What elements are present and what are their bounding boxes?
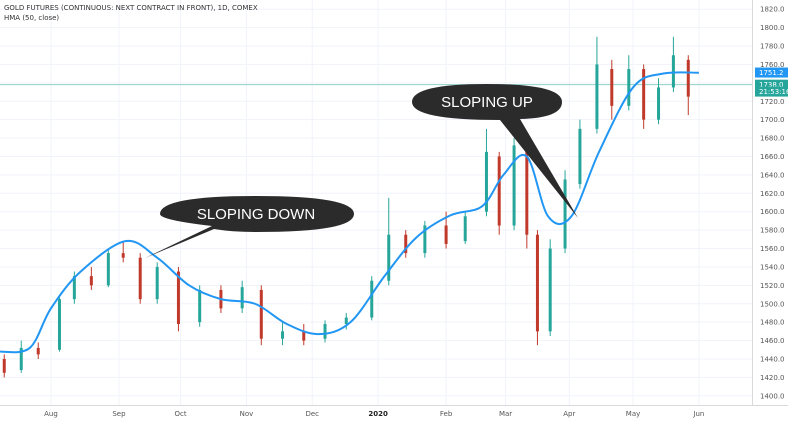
indicator-legend: HMA (50, close)	[4, 14, 60, 22]
candle-body	[302, 331, 306, 341]
candle-body	[563, 179, 567, 249]
price-label-badges: 1751.2 1738.021:53:16	[755, 67, 788, 97]
time-tick-label: Aug	[44, 410, 58, 418]
time-tick-label: Apr	[563, 410, 575, 418]
candle-body	[72, 276, 76, 300]
candle-body	[281, 331, 285, 339]
price-tick-label: 1800.0	[760, 24, 785, 32]
price-axis-divider	[752, 0, 753, 405]
price-tick-label: 1560.0	[760, 245, 785, 253]
candle-body	[512, 145, 516, 226]
candle-body	[259, 289, 263, 339]
candle-body	[444, 225, 448, 244]
candle-body	[176, 271, 180, 324]
callout-sloping-up-text: SLOPING UP	[441, 94, 533, 111]
candle-body	[578, 128, 582, 185]
price-tick-label: 1540.0	[760, 263, 785, 271]
price-badge-hma-text: 1751.2	[759, 69, 784, 77]
callout-sloping-up-bubble	[412, 84, 578, 218]
candle-body	[671, 55, 675, 88]
candle-body	[155, 266, 159, 300]
price-axis[interactable]: 1400.0 1420.0 1440.0 1460.0 1480.0 1500.0 1520…	[760, 6, 785, 401]
candle-body	[89, 276, 93, 286]
candle-body	[686, 59, 690, 97]
candle-body	[370, 280, 374, 318]
price-tick-label: 1440.0	[760, 355, 785, 363]
price-tick-label: 1620.0	[760, 190, 785, 198]
candle-body	[344, 317, 348, 324]
price-tick-label: 1420.0	[760, 374, 785, 382]
candle-body	[138, 257, 142, 300]
candle-body	[642, 69, 646, 120]
price-tick-label: 1780.0	[760, 43, 785, 51]
candle-body	[19, 347, 23, 371]
price-badge-hma	[755, 67, 788, 78]
time-tick-label: Feb	[440, 410, 453, 418]
price-badge-countdown-text: 21:53:16	[759, 88, 788, 96]
candle-body	[610, 69, 614, 106]
time-axis-divider	[0, 405, 788, 406]
grid-lines	[0, 0, 752, 405]
candle-body	[36, 347, 40, 355]
time-tick-label: Jun	[692, 410, 704, 418]
candle-body	[323, 324, 327, 339]
price-tick-label: 1480.0	[760, 319, 785, 327]
candle-body	[525, 147, 529, 235]
price-tick-label: 1500.0	[760, 300, 785, 308]
time-tick-label: May	[626, 410, 640, 418]
time-tick-label: Sep	[112, 410, 126, 418]
candle-body	[535, 234, 539, 332]
candle-body	[121, 253, 125, 258]
price-tick-label: 1760.0	[760, 61, 785, 69]
candle-body	[240, 287, 244, 309]
time-tick-label: Nov	[240, 410, 254, 418]
candle-body	[2, 358, 6, 373]
callout-sloping-down-text: SLOPING DOWN	[197, 206, 315, 223]
candle-body	[106, 253, 110, 286]
callout-sloping-down: SLOPING DOWN	[145, 196, 354, 258]
price-tick-label: 1400.0	[760, 392, 785, 400]
candle-body	[657, 87, 661, 120]
price-badge-price-text: 1738.0	[759, 81, 784, 89]
callout-sloping-up: SLOPING UP	[412, 84, 578, 218]
time-tick-label: Dec	[305, 410, 319, 418]
price-tick-label: 1820.0	[760, 6, 785, 14]
candle-body	[484, 151, 488, 212]
price-tick-label: 1660.0	[760, 153, 785, 161]
callout-sloping-down-bubble	[145, 196, 354, 258]
candlestick-series	[2, 36, 690, 378]
candle-body	[404, 234, 408, 254]
candle-body	[497, 156, 501, 226]
price-tick-label: 1640.0	[760, 171, 785, 179]
candle-body	[57, 299, 61, 350]
candle-body	[463, 216, 467, 242]
candle-body	[387, 234, 391, 281]
price-tick-label: 1460.0	[760, 337, 785, 345]
price-tick-label: 1580.0	[760, 227, 785, 235]
price-badge-countdown	[755, 86, 788, 97]
price-tick-label: 1720.0	[760, 98, 785, 106]
price-tick-label: 1700.0	[760, 116, 785, 124]
candle-body	[548, 248, 552, 332]
price-tick-label: 1600.0	[760, 208, 785, 216]
time-tick-label: Mar	[499, 410, 512, 418]
candle-body	[198, 289, 202, 323]
time-tick-label: Oct	[175, 410, 187, 418]
candle-body	[423, 225, 427, 254]
chart-title: GOLD FUTURES (CONTINUOUS: NEXT CONTRACT …	[4, 4, 258, 12]
price-badge-price	[755, 79, 788, 90]
candle-body	[627, 69, 631, 106]
time-tick-label: 2020	[368, 410, 388, 418]
time-axis[interactable]: Aug Sep Oct Nov Dec 2020 Feb Mar Apr May Jun	[44, 410, 704, 418]
price-tick-label: 1520.0	[760, 282, 785, 290]
candle-body	[595, 64, 599, 129]
price-tick-label: 1680.0	[760, 135, 785, 143]
hma-line	[0, 71, 699, 354]
